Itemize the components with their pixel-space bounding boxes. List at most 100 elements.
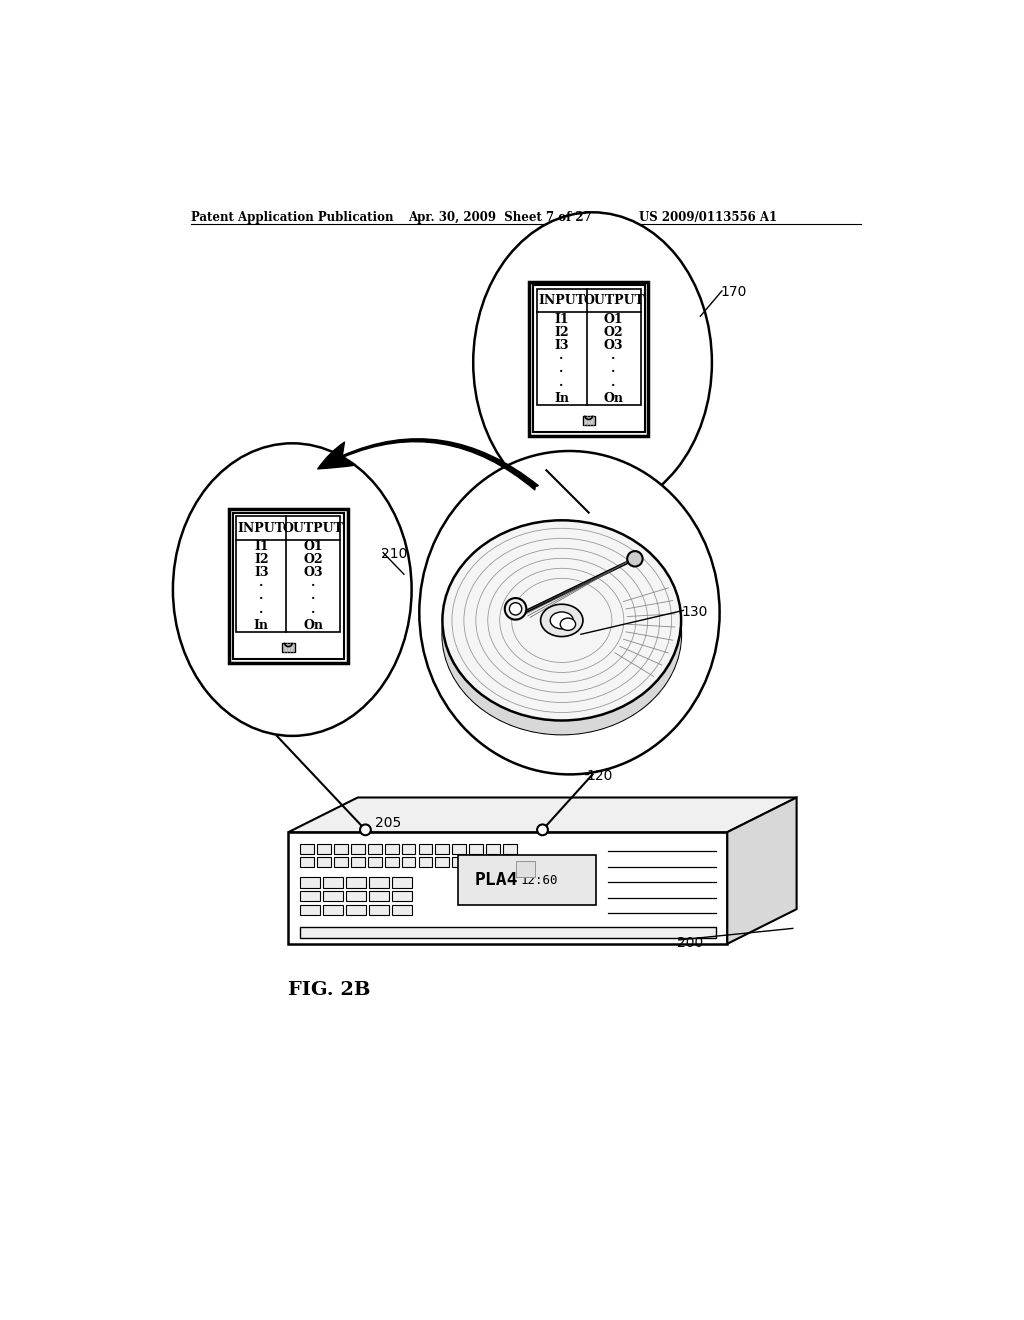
Text: I2: I2 <box>254 553 268 566</box>
Bar <box>469 843 483 854</box>
Text: ·: · <box>311 593 315 606</box>
Text: 200: 200 <box>677 936 703 950</box>
Polygon shape <box>727 797 797 944</box>
Text: O3: O3 <box>303 566 324 579</box>
Text: ·: · <box>611 352 615 366</box>
Bar <box>435 843 450 854</box>
Text: On: On <box>303 619 324 632</box>
Bar <box>368 843 382 854</box>
Circle shape <box>509 603 521 615</box>
Ellipse shape <box>541 605 583 636</box>
Text: Patent Application Publication: Patent Application Publication <box>190 211 393 224</box>
Circle shape <box>628 552 643 566</box>
Bar <box>300 904 319 915</box>
Text: I2: I2 <box>554 326 569 339</box>
Text: I1: I1 <box>254 540 268 553</box>
Text: PLA4: PLA4 <box>475 871 518 890</box>
Bar <box>300 876 319 887</box>
Bar <box>351 843 365 854</box>
Ellipse shape <box>173 444 412 737</box>
Bar <box>401 843 416 854</box>
Bar <box>503 857 517 867</box>
Bar <box>453 857 466 867</box>
Text: I3: I3 <box>254 566 268 579</box>
Text: ·: · <box>611 366 615 379</box>
Bar <box>334 843 348 854</box>
Ellipse shape <box>473 213 712 512</box>
Bar <box>300 927 716 937</box>
Text: In: In <box>254 619 269 632</box>
Bar <box>458 855 596 906</box>
Bar <box>370 876 389 887</box>
Text: O2: O2 <box>303 553 324 566</box>
Ellipse shape <box>550 612 573 628</box>
Text: OUTPUT: OUTPUT <box>584 294 644 308</box>
Bar <box>469 857 483 867</box>
Text: 12:60: 12:60 <box>521 874 558 887</box>
Bar <box>453 843 466 854</box>
Bar <box>392 904 413 915</box>
Bar <box>503 843 517 854</box>
Bar <box>289 832 727 944</box>
Bar <box>537 289 641 405</box>
Ellipse shape <box>442 535 681 734</box>
Bar <box>300 891 319 902</box>
Bar <box>385 843 398 854</box>
Text: ·: · <box>559 379 564 392</box>
Text: O1: O1 <box>303 540 324 553</box>
Bar <box>323 904 343 915</box>
Bar <box>316 857 331 867</box>
Text: ·: · <box>311 579 315 593</box>
Text: O3: O3 <box>604 339 624 352</box>
Text: 205: 205 <box>375 816 401 830</box>
Text: ·: · <box>259 593 263 606</box>
Text: 170: 170 <box>720 285 746 300</box>
Bar <box>351 857 365 867</box>
Bar <box>334 857 348 867</box>
Bar <box>532 285 644 432</box>
Bar <box>486 843 500 854</box>
Text: ·: · <box>311 606 315 619</box>
Ellipse shape <box>442 520 681 721</box>
Text: INPUT: INPUT <box>238 521 285 535</box>
Text: O2: O2 <box>604 326 624 339</box>
Text: I3: I3 <box>554 339 569 352</box>
Text: On: On <box>604 392 624 405</box>
Text: 130: 130 <box>681 605 708 619</box>
Text: 120: 120 <box>587 770 612 783</box>
Bar <box>346 891 367 902</box>
Bar <box>237 516 340 632</box>
Text: Apr. 30, 2009  Sheet 7 of 27: Apr. 30, 2009 Sheet 7 of 27 <box>408 211 592 224</box>
Bar <box>346 876 367 887</box>
Circle shape <box>505 598 526 619</box>
Bar <box>323 891 343 902</box>
Bar <box>419 843 432 854</box>
Text: US 2009/0113556 A1: US 2009/0113556 A1 <box>639 211 777 224</box>
Bar <box>323 876 343 887</box>
Bar <box>316 843 331 854</box>
Bar <box>529 281 648 436</box>
Polygon shape <box>289 797 797 832</box>
Text: INPUT: INPUT <box>539 294 585 308</box>
Bar <box>385 857 398 867</box>
FancyArrowPatch shape <box>317 438 539 490</box>
Bar <box>228 508 348 663</box>
Bar <box>515 862 535 876</box>
Bar <box>370 904 389 915</box>
Text: ·: · <box>259 579 263 593</box>
Ellipse shape <box>560 618 575 631</box>
Bar <box>419 857 432 867</box>
Bar <box>583 416 595 425</box>
Text: ·: · <box>559 352 564 366</box>
Polygon shape <box>442 620 681 734</box>
Circle shape <box>538 825 548 836</box>
Text: In: In <box>554 392 569 405</box>
Text: OUTPUT: OUTPUT <box>283 521 344 535</box>
Bar <box>486 857 500 867</box>
Bar <box>401 857 416 867</box>
Text: I1: I1 <box>554 313 569 326</box>
Text: ·: · <box>259 606 263 619</box>
Text: 210: 210 <box>381 548 408 561</box>
Bar <box>300 857 313 867</box>
Bar <box>370 891 389 902</box>
